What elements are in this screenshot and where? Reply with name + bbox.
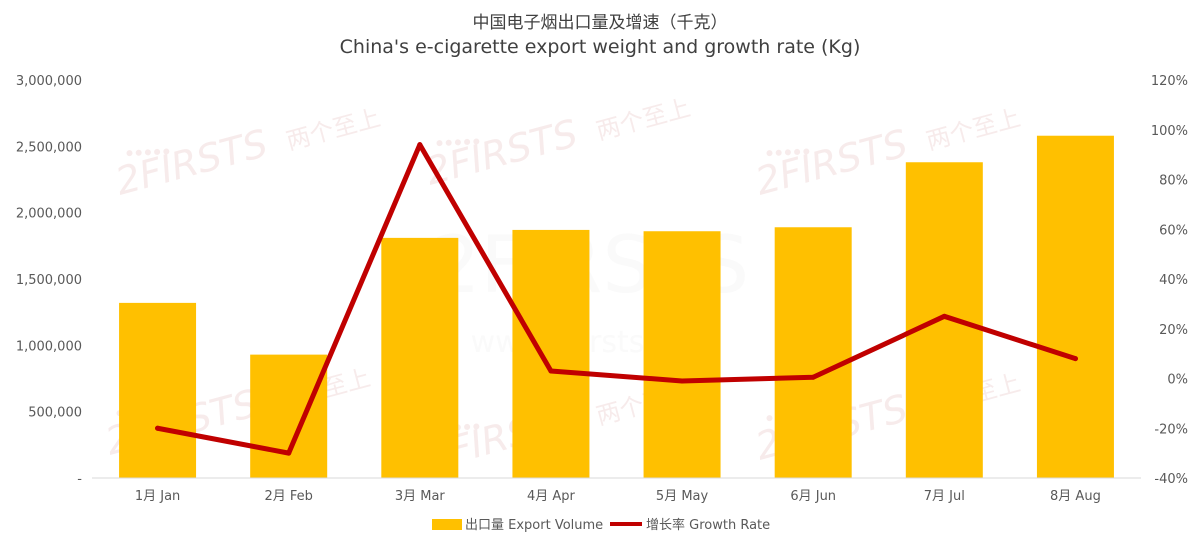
y-left-tick-label: 2,000,000: [16, 207, 82, 222]
y-left-tick-label: 1,000,000: [16, 339, 82, 354]
y-left-tick-label: 500,000: [28, 406, 82, 421]
growth-rate-point: [155, 425, 161, 431]
chart-title-english: China's e-cigarette export weight and gr…: [339, 36, 861, 58]
x-tick-label: 6月 Jun: [790, 489, 836, 504]
bar: [250, 354, 328, 478]
watermark-dot: [454, 139, 461, 146]
watermark-brand: 2FIRSTS: [111, 121, 272, 204]
growth-rate-line: [155, 142, 1078, 456]
watermark-dot: [163, 148, 170, 155]
y-left-tick-label: 3,000,000: [16, 74, 82, 89]
watermark-dot: [436, 140, 443, 147]
line-series-growth-rate: [155, 142, 1078, 456]
watermark-dot: [464, 423, 471, 430]
watermark-dot: [766, 415, 773, 422]
legend: 出口量 Export Volume 增长率 Growth Rate: [432, 517, 770, 533]
legend-swatch-export-volume: [432, 519, 462, 530]
bar: [774, 227, 852, 478]
x-tick-label: 3月 Mar: [395, 489, 446, 504]
watermark-dot: [464, 138, 471, 145]
growth-rate-point: [679, 378, 685, 384]
watermark-dot: [126, 150, 133, 157]
watermark-brand-cn: 两个至上: [283, 104, 383, 156]
x-tick-label: 5月 May: [656, 489, 709, 504]
watermark-dot: [775, 149, 782, 156]
x-tick-label: 1月 Jan: [135, 489, 180, 504]
y-right-tick-label: 60%: [1159, 223, 1188, 238]
watermark-brand: 2FIRSTS: [421, 111, 582, 194]
axes: - 500,000 1,000,000 1,500,000 2,000,000 2,500…: [16, 74, 1188, 504]
y-right-tick-label: 20%: [1159, 323, 1188, 338]
y-right-tick-label: -40%: [1154, 472, 1188, 487]
watermark-dot: [135, 149, 142, 156]
watermark-dot: [154, 148, 161, 155]
bar: [381, 237, 459, 478]
y-right-tick-label: 80%: [1159, 174, 1188, 189]
x-tick-label: 2月 Feb: [264, 489, 312, 504]
y-right-tick-label: 120%: [1151, 74, 1188, 89]
watermark-brand-cn: 两个至上: [923, 104, 1023, 156]
watermark-dot: [473, 423, 480, 430]
chart-title-chinese: 中国电子烟出口量及增速（千克）: [472, 13, 728, 33]
growth-rate-point: [417, 142, 423, 148]
watermark-dot: [473, 138, 480, 145]
x-tick-label: 7月 Jul: [924, 489, 965, 504]
bar-series-export-volume: [119, 135, 1114, 478]
bar: [119, 302, 197, 478]
y-right-tick-label: 0%: [1167, 373, 1188, 388]
y-right-tick-label: -20%: [1154, 422, 1188, 437]
x-tick-label: 4月 Apr: [527, 489, 576, 504]
y-right-tick-label: 100%: [1151, 124, 1188, 139]
watermark-dot: [803, 148, 810, 155]
growth-rate-point: [286, 450, 292, 456]
watermark-brand: 2FIRSTS: [751, 121, 912, 204]
watermark-dot: [784, 149, 791, 156]
watermark-brand-cn: 两个至上: [593, 94, 693, 146]
bar: [905, 162, 983, 478]
legend-label-growth-rate: 增长率 Growth Rate: [646, 517, 770, 533]
bar: [512, 229, 590, 478]
watermark-dot: [445, 139, 452, 146]
growth-rate-point: [810, 374, 816, 380]
growth-rate-point: [548, 368, 554, 374]
growth-rate-point: [941, 313, 947, 319]
legend-label-export-volume: 出口量 Export Volume: [465, 518, 603, 533]
y-left-tick-label: -: [77, 472, 82, 487]
watermark-dot: [794, 148, 801, 155]
watermark-dot: [144, 149, 151, 156]
x-tick-label: 8月 Aug: [1050, 489, 1101, 504]
y-left-tick-label: 1,500,000: [16, 273, 82, 288]
bar: [1036, 135, 1114, 478]
growth-rate-point: [1072, 356, 1078, 362]
y-left-tick-label: 2,500,000: [16, 140, 82, 155]
watermark-dot: [766, 150, 773, 157]
bar: [643, 231, 721, 478]
y-right-tick-label: 40%: [1159, 273, 1188, 288]
